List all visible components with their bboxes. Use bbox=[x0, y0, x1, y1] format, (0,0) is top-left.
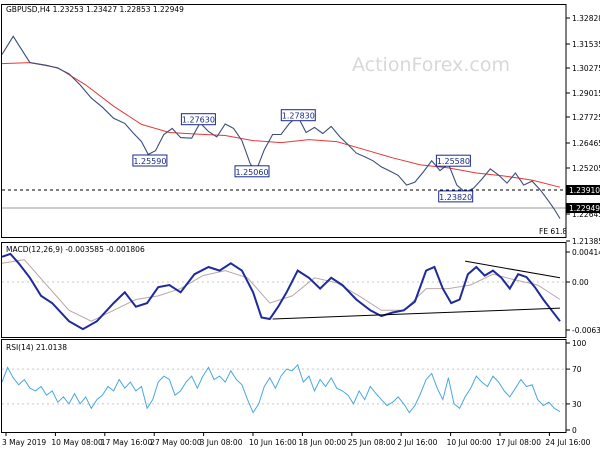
price-level-label-text: 1.23820 bbox=[439, 193, 472, 202]
price-ytick-label: 1.30275 bbox=[572, 64, 600, 73]
right-axis: 1.32828 1.31535 1.30275 1.29015 1.27725 1.264… bbox=[566, 14, 600, 435]
x-tick-label: 3 May 2019 bbox=[2, 438, 46, 447]
rsi-pane: RSI(14) 21.0138 bbox=[1, 339, 567, 433]
rsi-ytick-label: 70 bbox=[572, 365, 582, 374]
rsi-line bbox=[1, 363, 561, 414]
price-level-label: 1.25060 bbox=[234, 165, 270, 178]
rsi-pane-border bbox=[1, 339, 567, 433]
price-pane-title: GBPUSD,H4 1.23253 1.23427 1.22853 1.2294… bbox=[6, 5, 184, 14]
x-tick-label: 10 Jun 16:00 bbox=[249, 438, 297, 447]
macd-trendlines bbox=[272, 260, 561, 320]
macd-trendline bbox=[272, 307, 561, 320]
current-price-marker-text: 1.22949 bbox=[569, 204, 600, 213]
price-level-label-text: 1.27630 bbox=[182, 116, 215, 125]
price-level-label: 1.27830 bbox=[280, 109, 316, 122]
price-level-label: 1.25580 bbox=[435, 154, 471, 167]
price-pane: ActionForex.com 1.255901.276301.250601.2… bbox=[1, 4, 567, 238]
macd-pane-title: MACD(12,26,9) -0.003585 -0.001806 bbox=[6, 245, 145, 254]
x-tick-label: 10 May 08:00 bbox=[51, 438, 103, 447]
macd-pane-border bbox=[1, 242, 567, 338]
macd-line bbox=[1, 252, 561, 331]
price-annotations: 1.25590 1.27630 1.25060 1.27830 1.25580 1.238… bbox=[132, 109, 474, 203]
x-tick-label: 10 Jul 00:00 bbox=[447, 438, 492, 447]
macd-ytick-label: -0.006365 bbox=[572, 326, 600, 335]
price-ytick-label: 1.21385 bbox=[572, 237, 600, 246]
hline-marker: 1.23910 bbox=[566, 185, 600, 195]
price-level-label: 1.23820 bbox=[438, 190, 474, 203]
rsi-ytick-label: 0 bbox=[572, 426, 577, 435]
price-ytick-label: 1.27725 bbox=[572, 113, 600, 122]
rsi-pane-title: RSI(14) 21.0138 bbox=[6, 343, 67, 352]
x-tick-label: 27 May 00:00 bbox=[150, 438, 202, 447]
fe-label: FE 61.8 bbox=[539, 227, 567, 236]
signal-line bbox=[1, 259, 561, 322]
x-tick-label: 2 Jul 16:00 bbox=[397, 438, 437, 447]
price-line bbox=[1, 35, 561, 219]
x-tick-label: 17 Jul 08:00 bbox=[496, 438, 541, 447]
rsi-gridlines bbox=[2, 368, 566, 405]
macd-trendline bbox=[465, 260, 561, 279]
price-level-label-text: 1.25590 bbox=[133, 157, 166, 166]
price-ytick-label: 1.31535 bbox=[572, 40, 600, 49]
price-level-label-text: 1.27830 bbox=[282, 112, 315, 121]
price-level-label: 1.27630 bbox=[180, 113, 216, 126]
price-ytick-label: 1.25205 bbox=[572, 164, 600, 173]
x-tick-label: 17 May 16:00 bbox=[101, 438, 153, 447]
price-level-label-text: 1.25580 bbox=[437, 157, 470, 166]
price-ytick-label: 1.22645 bbox=[572, 210, 600, 219]
x-tick-label: 25 Jun 08:00 bbox=[348, 438, 396, 447]
price-ytick-label: 1.29015 bbox=[572, 89, 600, 98]
macd-pane: MACD(12,26,9) -0.003585 -0.001806 bbox=[1, 242, 567, 338]
moving-average-line bbox=[1, 62, 561, 188]
x-tick-label: 24 Jul 16:00 bbox=[545, 438, 590, 447]
price-pane-border bbox=[1, 4, 567, 238]
macd-ytick-label: 0.004141 bbox=[572, 248, 600, 257]
price-level-label-text: 1.25060 bbox=[235, 168, 268, 177]
current-price-marker: 1.22949 bbox=[566, 203, 600, 213]
macd-ytick-label: 0.00 bbox=[572, 278, 589, 287]
rsi-ytick-label: 100 bbox=[572, 339, 587, 348]
x-tick-label: 3 Jun 08:00 bbox=[200, 438, 243, 447]
x-tick-label: 18 Jun 00:00 bbox=[298, 438, 346, 447]
price-level-label: 1.25590 bbox=[132, 154, 168, 167]
rsi-ytick-label: 30 bbox=[572, 400, 582, 409]
price-ytick-label: 1.26465 bbox=[572, 139, 600, 148]
hline-marker-text: 1.23910 bbox=[569, 186, 600, 195]
watermark: ActionForex.com bbox=[352, 54, 510, 76]
price-ytick-label: 1.32828 bbox=[572, 14, 600, 23]
